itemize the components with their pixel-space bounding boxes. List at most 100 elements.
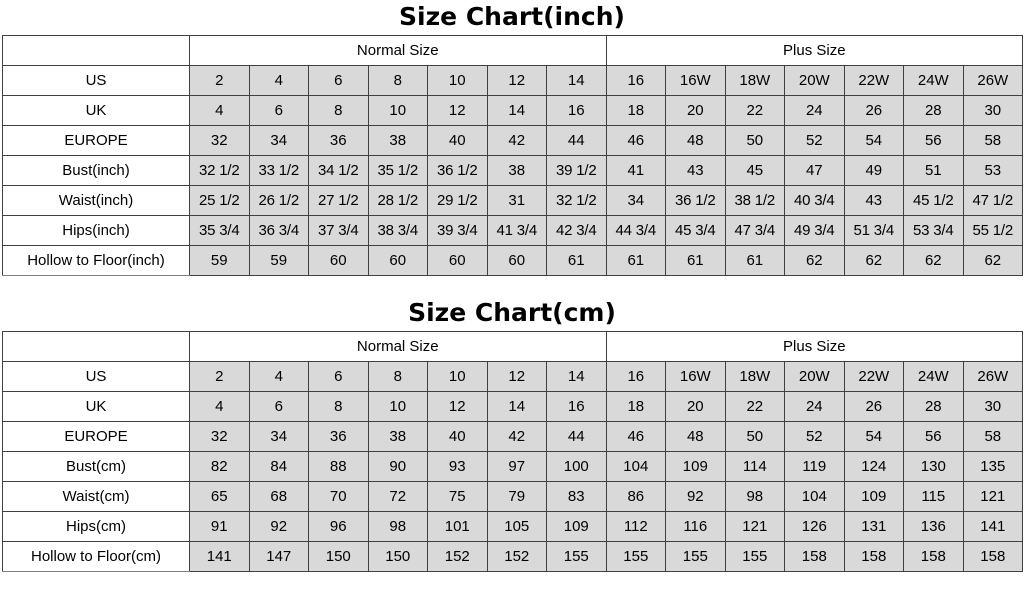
table-row: Hollow to Floor(cm) 141 147 150 150 152 152 155…	[2, 541, 1024, 572]
table-row: Hollow to Floor(inch) 59 59 60 60 60 60 61 61 61 6…	[2, 245, 1024, 276]
data-cell: 93	[427, 451, 488, 482]
data-cell: 28	[903, 95, 964, 126]
row-label-europe: EUROPE	[2, 421, 190, 452]
data-cell: 32 1/2	[546, 185, 607, 216]
data-cell: 4	[189, 95, 250, 126]
data-cell: 14	[546, 361, 607, 392]
data-cell: 4	[248, 361, 309, 392]
data-cell: 62	[784, 245, 845, 276]
data-cell: 10	[427, 65, 488, 96]
size-table: Normal Size Plus Size US 2 4 6 8 10 12 14 16 16W 18W…	[2, 331, 1024, 572]
data-cell: 12	[427, 391, 488, 422]
data-cell: 155	[665, 541, 726, 572]
data-cell: 16	[605, 65, 667, 96]
data-cell: 72	[367, 481, 428, 512]
data-cell: 54	[843, 125, 905, 156]
data-cell: 131	[843, 511, 905, 542]
data-cell: 20W	[784, 65, 845, 96]
data-cell: 43	[843, 185, 905, 216]
data-cell: 152	[427, 541, 488, 572]
data-cell: 61	[605, 245, 667, 276]
data-cell: 158	[962, 541, 1024, 572]
data-cell: 10	[367, 95, 428, 126]
row-label-uk: UK	[2, 391, 190, 422]
data-cell: 121	[962, 481, 1024, 512]
data-cell: 158	[903, 541, 964, 572]
data-cell: 60	[486, 245, 547, 276]
data-cell: 44	[546, 125, 607, 156]
data-cell: 121	[724, 511, 786, 542]
data-cell: 24W	[903, 65, 964, 96]
data-cell: 44 3/4	[605, 215, 667, 246]
data-cell: 104	[784, 481, 845, 512]
data-cell: 48	[665, 421, 726, 452]
data-cell: 12	[486, 361, 547, 392]
row-label-bust: Bust(inch)	[2, 155, 190, 186]
data-cell: 52	[784, 125, 845, 156]
charts-container: Size Chart(inch) Normal Size Plus Size US 2 4…	[2, 2, 1024, 572]
data-cell: 61	[724, 245, 786, 276]
data-cell: 22	[724, 95, 786, 126]
data-cell: 141	[189, 541, 250, 572]
data-cell: 6	[308, 65, 369, 96]
data-cell: 155	[605, 541, 667, 572]
data-cell: 45 3/4	[665, 215, 726, 246]
data-cell: 24	[784, 391, 845, 422]
data-cell: 39 3/4	[427, 215, 488, 246]
table-row: UK 4 6 8 10 12 14 16 18 20 22 24 26 28 30	[2, 95, 1024, 126]
data-cell: 98	[724, 481, 786, 512]
data-cell: 6	[248, 95, 309, 126]
data-cell: 26	[843, 391, 905, 422]
data-cell: 33 1/2	[248, 155, 309, 186]
data-cell: 115	[903, 481, 964, 512]
data-cell: 41	[605, 155, 667, 186]
data-cell: 16W	[665, 65, 726, 96]
row-label-hollow: Hollow to Floor(cm)	[2, 541, 190, 572]
row-label-us: US	[2, 65, 190, 96]
data-cell: 60	[427, 245, 488, 276]
data-cell: 56	[903, 125, 964, 156]
row-label-waist: Waist(cm)	[2, 481, 190, 512]
data-cell: 136	[903, 511, 964, 542]
data-cell: 75	[427, 481, 488, 512]
table-row: Waist(cm) 65 68 70 72 75 79 83 86 92 98 104 109 115 12…	[2, 481, 1024, 512]
data-cell: 31	[486, 185, 547, 216]
data-cell: 62	[843, 245, 905, 276]
data-cell: 12	[486, 65, 547, 96]
data-cell: 16	[605, 361, 667, 392]
data-cell: 109	[546, 511, 607, 542]
data-cell: 101	[427, 511, 488, 542]
table-row: UK 4 6 8 10 12 14 16 18 20 22 24 26 28 30	[2, 391, 1024, 422]
data-cell: 26W	[962, 65, 1024, 96]
data-cell: 150	[308, 541, 369, 572]
table-row: US 2 4 6 8 10 12 14 16 16W 18W 20W 22W 24W 26W	[2, 65, 1024, 96]
data-cell: 116	[665, 511, 726, 542]
data-cell: 14	[486, 391, 547, 422]
data-cell: 38	[367, 421, 428, 452]
data-cell: 2	[189, 361, 250, 392]
data-cell: 32 1/2	[189, 155, 250, 186]
data-cell: 10	[427, 361, 488, 392]
data-cell: 114	[724, 451, 786, 482]
data-cell: 51 3/4	[843, 215, 905, 246]
data-cell: 104	[605, 451, 667, 482]
data-cell: 12	[427, 95, 488, 126]
group-header-blank-cell	[2, 331, 190, 362]
data-cell: 44	[546, 421, 607, 452]
data-cell: 49	[843, 155, 905, 186]
data-cell: 6	[248, 391, 309, 422]
data-cell: 100	[546, 451, 607, 482]
data-cell: 35 1/2	[367, 155, 428, 186]
data-cell: 28 1/2	[367, 185, 428, 216]
data-cell: 8	[308, 95, 369, 126]
data-cell: 24	[784, 95, 845, 126]
data-cell: 26	[843, 95, 905, 126]
table-row: Hips(cm) 91 92 96 98 101 105 109 112 116 121 126 131…	[2, 511, 1024, 542]
group-header-normal-size: Normal Size	[189, 331, 607, 362]
data-cell: 34	[248, 125, 309, 156]
data-cell: 29 1/2	[427, 185, 488, 216]
data-cell: 32	[189, 125, 250, 156]
data-cell: 20W	[784, 361, 845, 392]
data-cell: 14	[546, 65, 607, 96]
